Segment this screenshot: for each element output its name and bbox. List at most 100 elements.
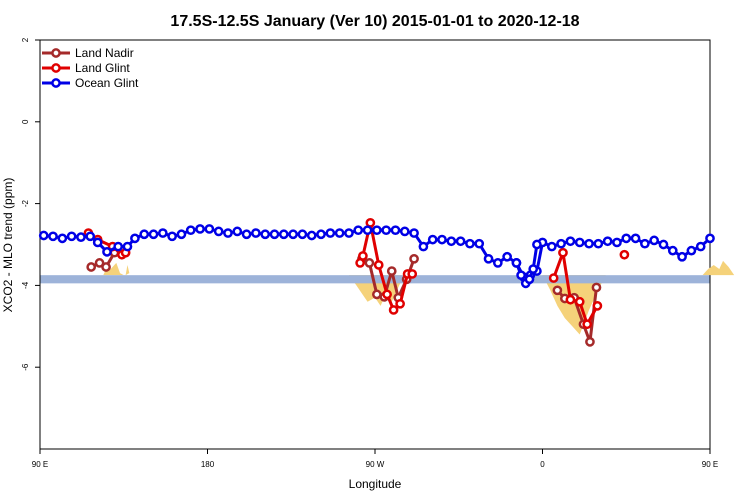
y-axis: 2 0 -2 -4 -6 [21,37,40,371]
x-tick-label: 90 E [32,460,48,469]
data-point [388,305,399,315]
data-point [516,270,526,281]
data-point [94,258,105,268]
data-point [297,229,308,240]
data-point [409,253,419,264]
legend-item: Land Nadir [42,46,134,60]
data-point [574,237,585,248]
data-point [492,258,503,268]
data-point [592,301,603,311]
data-point [574,296,585,307]
data-point [455,236,466,247]
y-tick-label: 0 [21,119,30,124]
data-point [640,238,650,249]
band [40,275,710,284]
series-layer [38,217,715,347]
data-point [353,225,364,236]
data-point [130,233,140,244]
x-tick-label: 0 [540,460,545,469]
data-point [92,237,103,248]
data-point [602,236,613,247]
chart-title: 17.5S-12.5S January (Ver 10) 2015-01-01 … [170,13,579,30]
data-point [362,225,373,236]
data-point [76,232,86,242]
land-fill-region-0 [103,262,124,276]
data-point [667,245,678,256]
data-point [677,251,687,262]
data-point [621,233,632,244]
data-point [344,228,354,238]
data-point [325,228,336,238]
data-point [381,225,392,236]
data-point [593,238,604,249]
data-point [306,230,317,241]
data-point [223,228,233,238]
series-2 [38,224,715,289]
y-tick-label: -2 [21,199,30,207]
data-point [502,251,512,262]
legend-marker [51,63,61,73]
data-point [546,241,557,252]
data-point [558,247,568,258]
data-point [334,228,345,238]
land-fill-region-1 [125,264,130,276]
data-point [382,289,392,300]
data-point [364,258,375,268]
data-point [437,234,447,245]
x-axis: 90 E 180 90 W 0 90 E [32,449,718,469]
legend-marker [51,48,61,58]
data-point [395,298,405,309]
series-1 [83,217,630,330]
data-point [695,241,706,252]
data-point [407,269,418,279]
data-point [630,233,641,244]
data-point [176,229,187,240]
data-point [86,262,97,272]
land-fill-layer [103,260,735,335]
data-point [565,236,576,247]
legend-label: Land Glint [75,61,130,75]
data-point [465,238,475,249]
data-point [57,233,68,244]
data-point [686,245,697,256]
data-point [612,237,622,248]
data-point [474,238,485,249]
data-point [591,282,602,293]
data-point [372,289,382,300]
data-point [585,336,595,347]
data-point [66,231,77,242]
x-tick-label: 90 E [702,460,718,469]
data-point [390,225,401,236]
data-point [113,241,124,252]
x-tick-label: 180 [201,460,215,469]
data-point [511,258,522,268]
series-0 [86,245,602,347]
data-point [38,230,49,241]
data-point [251,228,261,238]
data-point [446,236,457,247]
data-point [418,241,429,252]
data-point [185,225,196,236]
land-fill-region-4 [702,260,735,276]
data-point [358,251,368,261]
legend-item: Ocean Glint [42,76,139,90]
data-point [278,229,289,240]
data-point [195,224,205,234]
data-point [556,238,566,249]
data-point [649,235,660,246]
data-point [373,260,384,270]
legend-marker [51,78,61,88]
data-point [122,241,133,252]
data-point [548,273,559,283]
data-point [399,226,410,237]
x-tick-label: 90 W [366,460,385,469]
data-point [288,229,298,240]
data-point [101,262,111,272]
data-point [269,229,280,240]
legend-label: Land Nadir [75,46,134,60]
data-point [204,224,215,234]
data-point [85,231,96,242]
data-point [48,231,58,242]
